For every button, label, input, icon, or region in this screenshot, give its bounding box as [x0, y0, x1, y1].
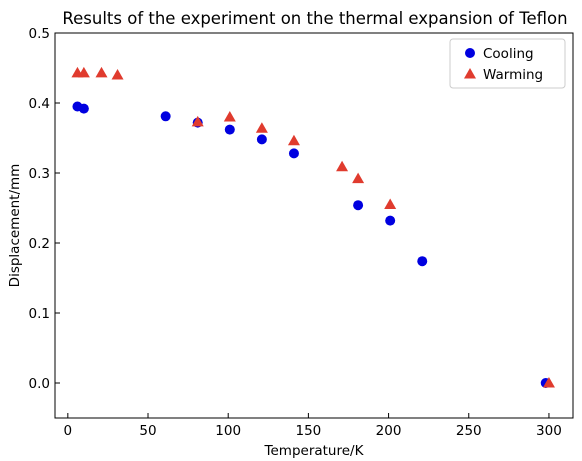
- warming-point: [224, 111, 236, 122]
- y-tick-label: 0.4: [29, 96, 50, 112]
- cooling-point: [161, 111, 171, 121]
- x-axis-label: Temperature/K: [264, 443, 365, 459]
- cooling-point: [225, 125, 235, 135]
- y-tick-label: 0.2: [29, 236, 50, 252]
- chart-title: Results of the experiment on the thermal…: [62, 9, 567, 28]
- warming-point: [384, 199, 396, 210]
- y-tick-label: 0.5: [29, 26, 50, 42]
- y-tick-label: 0.0: [29, 376, 50, 392]
- warming-point: [336, 161, 348, 172]
- y-axis-label: Displacement/mm: [7, 164, 23, 288]
- plot-area-frame: [55, 33, 573, 418]
- cooling-point: [417, 256, 427, 266]
- cooling-point: [257, 134, 267, 144]
- warming-point: [112, 69, 124, 80]
- legend-cooling-marker: [465, 48, 475, 58]
- cooling-point: [385, 216, 395, 226]
- data-points: [71, 67, 554, 388]
- cooling-point: [289, 148, 299, 158]
- warming-point: [256, 122, 268, 133]
- x-axis: 0 50 100 150 200 250 300: [64, 413, 562, 439]
- y-tick-label: 0.3: [29, 166, 50, 182]
- y-tick-label: 0.1: [29, 306, 50, 322]
- cooling-point: [353, 200, 363, 210]
- x-tick-label: 50: [139, 423, 156, 439]
- legend: Cooling Warming: [450, 39, 565, 88]
- warming-point: [288, 135, 300, 146]
- x-tick-label: 250: [456, 423, 482, 439]
- x-tick-label: 100: [215, 423, 241, 439]
- warming-point: [352, 173, 364, 184]
- x-tick-label: 150: [295, 423, 321, 439]
- warming-point: [96, 67, 108, 78]
- x-tick-label: 300: [536, 423, 562, 439]
- x-tick-label: 0: [64, 423, 73, 439]
- x-tick-label: 200: [376, 423, 402, 439]
- legend-warming-label: Warming: [483, 67, 543, 83]
- legend-cooling-label: Cooling: [483, 46, 534, 62]
- cooling-point: [79, 104, 89, 114]
